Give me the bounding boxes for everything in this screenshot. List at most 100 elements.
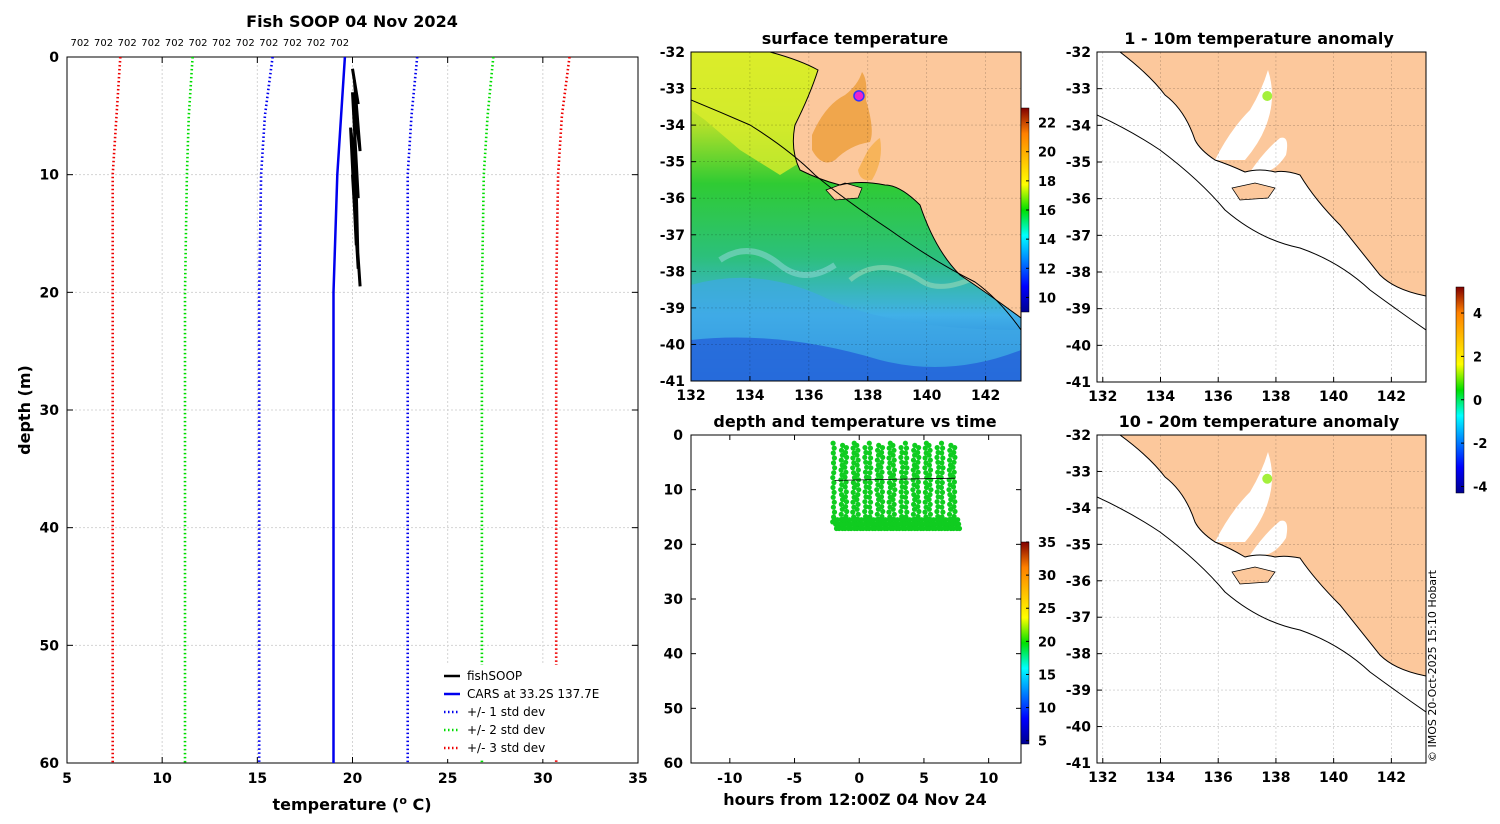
map-y-label: -36 xyxy=(1066,574,1091,590)
data-point xyxy=(891,463,896,468)
data-point xyxy=(867,505,872,510)
data-point xyxy=(868,480,873,485)
data-point xyxy=(890,497,895,502)
map-y-label: -41 xyxy=(1066,375,1091,391)
data-point xyxy=(843,494,848,499)
data-point xyxy=(947,458,952,463)
data-point xyxy=(922,509,927,514)
data-point xyxy=(940,455,945,460)
data-point xyxy=(880,479,885,484)
colorbar-label: 20 xyxy=(1038,146,1056,161)
data-point xyxy=(831,505,836,510)
data-point xyxy=(916,470,921,475)
data-point xyxy=(904,490,909,495)
credit-text: © IMOS 20-Oct-2025 15:10 Hobart xyxy=(1426,569,1439,762)
data-point xyxy=(867,495,872,500)
data-point xyxy=(832,490,837,495)
data-point xyxy=(922,465,927,470)
data-point xyxy=(915,494,920,499)
sst-colorbar-ticks: 10 12 14 16 18 20 22 xyxy=(1026,117,1056,307)
data-point xyxy=(916,445,921,450)
data-point xyxy=(874,487,879,492)
data-point xyxy=(891,472,896,477)
data-point xyxy=(879,460,884,465)
data-point xyxy=(862,499,867,504)
top-label: 702 xyxy=(70,38,89,49)
data-point xyxy=(940,465,945,470)
data-point xyxy=(891,448,896,453)
data-point xyxy=(940,500,945,505)
map-x-label: 136 xyxy=(1204,389,1233,405)
data-point xyxy=(951,484,956,489)
data-point xyxy=(867,485,872,490)
data-point xyxy=(952,499,957,504)
data-point xyxy=(850,465,855,470)
map-x-label: 134 xyxy=(1146,770,1175,786)
data-point xyxy=(892,512,897,517)
map-y-label: -33 xyxy=(1066,464,1091,480)
data-point xyxy=(856,458,861,463)
data-point xyxy=(892,458,897,463)
map-x-label: 142 xyxy=(1377,770,1406,786)
data-point xyxy=(904,509,909,514)
data-point xyxy=(928,458,933,463)
anom1-kangaroo-island xyxy=(1232,183,1275,200)
depth-time-points xyxy=(830,441,962,532)
map-y-label: -38 xyxy=(1066,647,1091,663)
data-point xyxy=(952,479,957,484)
sst-location-marker xyxy=(854,91,864,101)
y-tick-label: 10 xyxy=(664,483,684,499)
data-point xyxy=(855,492,860,497)
data-point xyxy=(886,509,891,514)
map-y-label: -39 xyxy=(660,301,685,317)
data-point xyxy=(867,450,872,455)
data-point xyxy=(911,512,916,517)
data-point xyxy=(951,460,956,465)
map-y-label: -32 xyxy=(1066,45,1091,61)
map-x-label: 140 xyxy=(912,388,941,404)
data-point xyxy=(868,500,873,505)
data-point xyxy=(904,446,909,451)
data-point xyxy=(862,455,867,460)
x-tick-label: 10 xyxy=(152,771,172,787)
data-point xyxy=(928,448,933,453)
data-point xyxy=(892,487,897,492)
map-y-label: -36 xyxy=(1066,192,1091,208)
data-point xyxy=(899,489,904,494)
data-point xyxy=(880,499,885,504)
data-point xyxy=(898,509,903,514)
data-point xyxy=(838,487,843,492)
data-point xyxy=(951,465,956,470)
data-point xyxy=(927,453,932,458)
data-point xyxy=(927,492,932,497)
data-point xyxy=(903,495,908,500)
x-tick-label: 20 xyxy=(343,771,363,787)
map-x-label: 132 xyxy=(1088,770,1117,786)
data-point xyxy=(904,455,909,460)
data-point xyxy=(939,505,944,510)
data-point xyxy=(928,512,933,517)
map-x-label: 140 xyxy=(1319,770,1348,786)
y-tick-label: 0 xyxy=(673,428,683,444)
top-label: 702 xyxy=(212,38,231,49)
data-point xyxy=(868,446,873,451)
data-point xyxy=(855,463,860,468)
data-point xyxy=(844,509,849,514)
data-point xyxy=(867,470,872,475)
colorbar-label: 15 xyxy=(1038,668,1056,683)
data-point xyxy=(832,446,837,451)
top-label: 702 xyxy=(94,38,113,49)
map-y-label: -41 xyxy=(660,374,685,390)
data-point xyxy=(830,475,835,480)
data-point xyxy=(843,450,848,455)
x-tick-label: 0 xyxy=(854,771,864,787)
data-point xyxy=(843,470,848,475)
colorbar-label: 0 xyxy=(1473,394,1482,409)
data-point xyxy=(891,492,896,497)
map-y-label: -34 xyxy=(1066,501,1092,517)
data-point xyxy=(832,455,837,460)
colorbar-label: 20 xyxy=(1038,635,1056,650)
data-point xyxy=(935,499,940,504)
map-x-label: 132 xyxy=(1088,389,1117,405)
y-tick-label: 60 xyxy=(40,756,60,772)
